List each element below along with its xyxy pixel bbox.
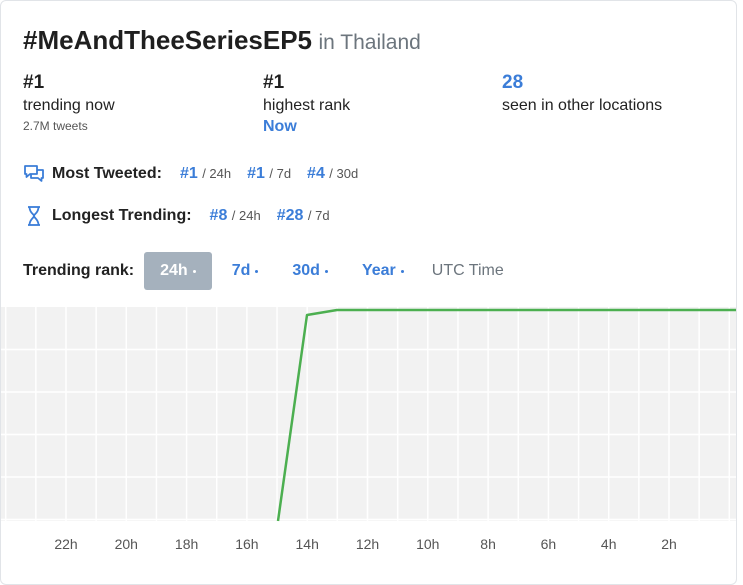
highest-rank-label: highest rank [263,97,351,114]
x-tick-label: 18h [175,536,198,552]
highest-rank-when: Now [263,118,297,135]
hourglass-icon [23,205,45,227]
trending-rank-label: trending now [23,97,115,114]
x-tick-label: 8h [480,536,496,552]
stat-trending-now: #1 trending now 2.7M tweets [23,71,115,133]
x-tick-label: 14h [296,536,319,552]
tab-7d[interactable]: 7d [218,252,273,290]
trending-rank-label: Trending rank: [23,262,135,279]
x-tick-label: 10h [416,536,439,552]
locations-label: seen in other locations [502,97,663,114]
location-text: in Thailand [318,31,421,54]
timezone-label: UTC Time [431,262,504,279]
longest-trending-24h[interactable]: #8 / 24h [209,207,261,224]
most-tweeted-30d[interactable]: #4 / 30d [307,165,359,182]
longest-trending-label: Longest Trending: [52,207,192,224]
x-tick-label: 4h [601,536,617,552]
x-tick-label: 16h [235,536,258,552]
most-tweeted-24h[interactable]: #1 / 24h [179,165,232,182]
most-tweeted-7d[interactable]: #1 / 7d [247,165,292,182]
chat-bubbles-icon [23,163,45,185]
x-tick-label: 20h [115,536,138,552]
stat-highest-rank: #1 highest rank Now [263,71,350,137]
tab-30d[interactable]: 30d [278,252,342,290]
tab-24h[interactable]: 24h [144,252,212,290]
tab-year[interactable]: Year [348,252,418,290]
hashtag-title: #MeAndTheeSeriesEP5 [23,25,313,55]
locations-count[interactable]: 28 [502,72,524,93]
trending-rank-chart: 22h 20h 18h 16h 14h 12h 10h 8h 6h 4h 2h [1,307,736,552]
x-tick-label: 2h [661,536,677,552]
trend-title: #MeAndTheeSeriesEP5 in Thailand [23,25,421,56]
trending-rank-value: #1 [23,72,45,93]
most-tweeted-row: Most Tweeted: #1 / 24h #1 / 7d #4 / 30d [23,163,374,185]
x-tick-label: 12h [356,536,379,552]
stat-other-locations[interactable]: 28 seen in other locations [502,71,662,117]
tweet-count: 2.7M tweets [23,119,88,133]
longest-trending-row: Longest Trending: #8 / 24h #28 / 7d [23,205,346,227]
trending-rank-tabs: Trending rank: 24h 7d 30d Year UTC Time [23,252,504,290]
most-tweeted-label: Most Tweeted: [52,165,162,182]
x-tick-label: 22h [54,536,77,552]
x-tick-label: 6h [541,536,557,552]
longest-trending-7d[interactable]: #28 / 7d [276,207,330,224]
chart-plot-area [1,307,736,521]
highest-rank-value: #1 [263,72,285,93]
rank-series-line [276,308,736,522]
